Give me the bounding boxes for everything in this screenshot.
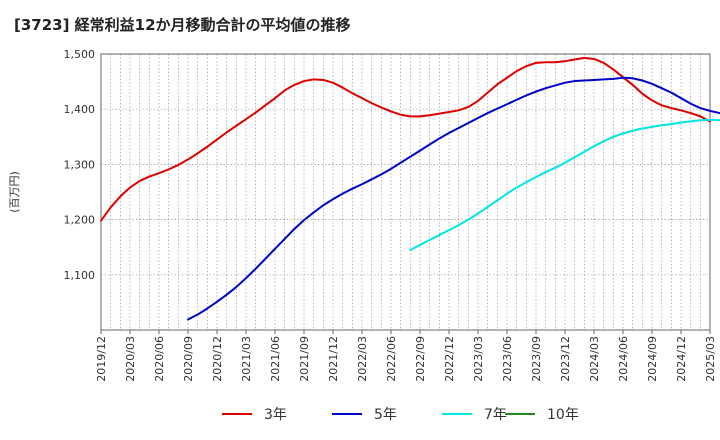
tick-labels: 1,100 1,200 1,300 1,400 1,500 2019/12 2020/03 2… [8, 48, 717, 382]
x-tick-label: 2023/09 [530, 336, 543, 382]
y-tick-label: 1,300 [64, 158, 96, 171]
x-tick-label: 2022/09 [414, 336, 427, 382]
series-line-5年 [187, 76, 720, 321]
y-tick-label: 1,100 [64, 269, 96, 282]
x-tick-label: 2020/03 [124, 336, 137, 382]
series [100, 56, 720, 321]
x-tick-label: 2022/03 [356, 336, 369, 382]
x-tick-label: 2021/12 [327, 336, 340, 382]
legend: 3年 5年 7年 10年 [222, 407, 579, 423]
x-tick-label: 2024/09 [646, 336, 659, 382]
series-line-7年 [409, 118, 720, 251]
x-tick-label: 2020/09 [182, 336, 195, 382]
legend-label-7年: 7年 [484, 407, 507, 423]
chart-title: [3723] 経常利益12か月移動合計の平均値の推移 [14, 16, 351, 34]
x-tick-label: 2022/12 [443, 336, 456, 382]
series-line-3年 [100, 56, 711, 222]
plot-frame [100, 53, 711, 331]
x-tick-label: 2021/09 [298, 336, 311, 382]
x-tick-label: 2023/12 [559, 336, 572, 382]
x-tick-label: 2020/12 [211, 336, 224, 382]
axes [100, 53, 711, 334]
x-tick-label: 2024/06 [617, 336, 630, 382]
y-tick-label: 1,500 [64, 48, 96, 61]
x-tick-label: 2024/12 [675, 336, 688, 382]
legend-label-3年: 3年 [264, 407, 287, 423]
x-tick-label: 2020/06 [153, 336, 166, 382]
x-tick-label: 2022/06 [385, 336, 398, 382]
y-tick-label: 1,400 [64, 103, 96, 116]
x-tick-label: 2023/06 [501, 336, 514, 382]
legend-label-10年: 10年 [547, 407, 579, 423]
y-tick-label: 1,200 [64, 214, 96, 227]
x-tick-label: 2021/06 [269, 336, 282, 382]
x-tick-label: 2021/03 [240, 336, 253, 382]
grid [101, 53, 710, 330]
x-tick-label: 2019/12 [95, 336, 108, 382]
x-tick-label: 2023/03 [472, 336, 485, 382]
x-tick-label: 2024/03 [588, 336, 601, 382]
legend-label-5年: 5年 [374, 407, 397, 423]
y-axis-label: (百万円) [8, 171, 21, 213]
x-tick-label: 2025/03 [704, 336, 717, 382]
